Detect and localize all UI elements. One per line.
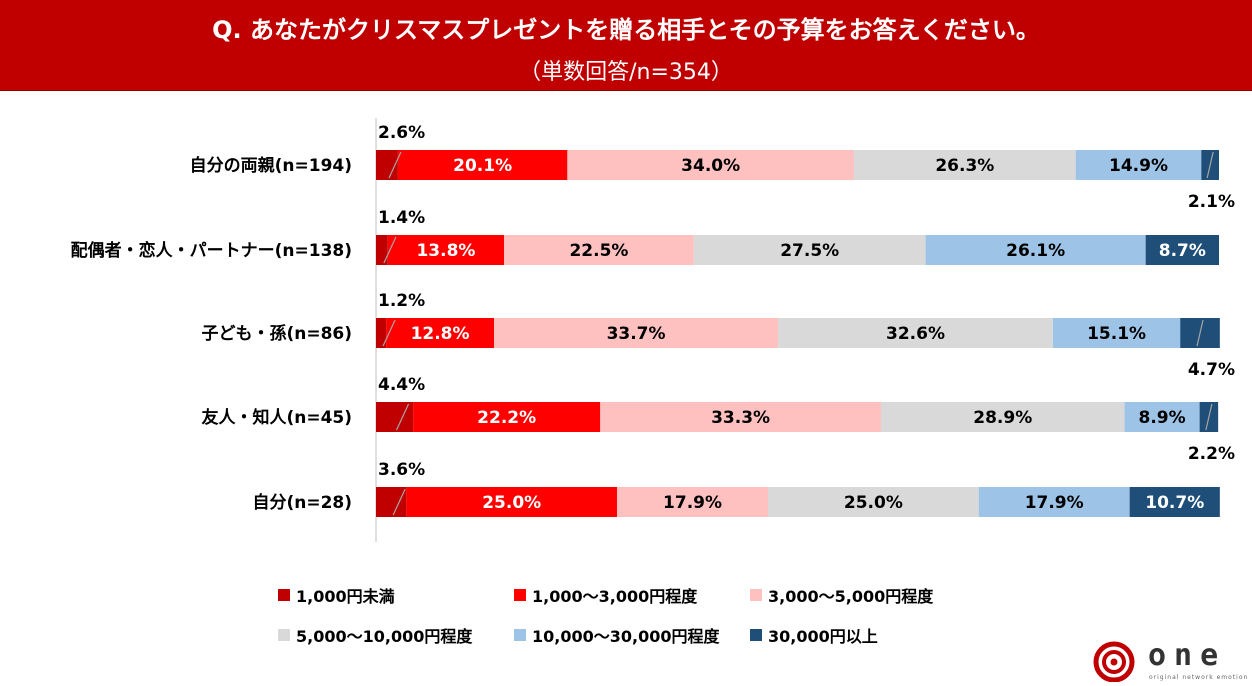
data-label: 17.9% xyxy=(1025,493,1084,513)
leader-line xyxy=(383,236,397,264)
question-subtitle: （単数回答/n=354） xyxy=(519,60,733,85)
data-label: 12.8% xyxy=(411,324,470,344)
legend-item: 30,000円以上 xyxy=(750,623,878,647)
data-label: 34.0% xyxy=(681,156,740,176)
legend-label: 1,000～3,000円程度 xyxy=(532,587,698,606)
bar-segment xyxy=(1129,487,1220,517)
legend-swatch xyxy=(750,589,762,601)
bar-segment xyxy=(567,150,854,180)
data-label: 25.0% xyxy=(844,493,903,513)
legend-label: 5,000～10,000円程度 xyxy=(296,627,473,646)
data-label: 3.6% xyxy=(378,460,425,480)
legend-label: 10,000～30,000円程度 xyxy=(532,627,720,646)
data-label: 14.9% xyxy=(1109,156,1168,176)
bar-segment xyxy=(376,487,407,517)
header-banner: Q. あなたがクリスマスプレゼントを贈る相手とその予算をお答えください。 （単数… xyxy=(0,0,1252,91)
bar-segment xyxy=(693,235,926,265)
bar-segment xyxy=(406,487,618,517)
data-label: 10.7% xyxy=(1145,493,1204,513)
bar-segment xyxy=(504,235,694,265)
category-label: 自分(n=28) xyxy=(252,492,352,513)
bar-segment xyxy=(386,318,495,348)
legend-label: 1,000円未満 xyxy=(296,587,395,606)
category-label: 子ども・孫(n=86) xyxy=(201,323,352,344)
data-label: 2.2% xyxy=(1188,444,1235,464)
category-label: 友人・知人(n=45) xyxy=(201,407,352,428)
bar-segment xyxy=(600,402,881,432)
category-label: 配偶者・恋人・パートナー(n=138) xyxy=(71,240,352,261)
leader-line xyxy=(392,488,406,516)
data-label: 32.6% xyxy=(886,324,945,344)
data-label: 22.5% xyxy=(569,241,628,261)
brand-name: one xyxy=(1148,638,1227,673)
data-label: 28.9% xyxy=(973,408,1032,428)
legend-swatch xyxy=(514,589,526,601)
question-title: Q. あなたがクリスマスプレゼントを贈る相手とその予算をお答えください。 xyxy=(212,16,1040,44)
data-label: 33.3% xyxy=(711,408,770,428)
data-label: 4.7% xyxy=(1188,360,1235,380)
legend-item: 10,000～30,000円程度 xyxy=(514,623,720,647)
data-label: 25.0% xyxy=(482,493,541,513)
brand-tagline: original network emotion xyxy=(1149,674,1249,681)
data-label: 13.8% xyxy=(416,241,475,261)
bar-segment xyxy=(413,402,601,432)
bar-segment xyxy=(617,487,768,517)
legend-item: 1,000～3,000円程度 xyxy=(514,583,697,607)
bar-segment xyxy=(778,318,1053,348)
data-label: 22.2% xyxy=(477,408,536,428)
bar-segment xyxy=(978,487,1130,517)
data-label: 20.1% xyxy=(453,156,512,176)
legend-swatch xyxy=(278,629,290,641)
data-label: 8.9% xyxy=(1139,408,1186,428)
data-label: 4.4% xyxy=(378,375,425,395)
stacked-bar-chart: 自分の両親(n=194) 2.6% 20.1% 34.0% 26.3% 14.9% 2.1%… xyxy=(71,118,1235,542)
legend-item: 3,000～5,000円程度 xyxy=(750,583,933,607)
bar-segment xyxy=(1052,318,1181,348)
bar-segment xyxy=(880,402,1125,432)
bar-segment xyxy=(397,150,568,180)
bar-segment xyxy=(376,150,398,180)
legend-item: 5,000～10,000円程度 xyxy=(278,623,472,647)
leader-line xyxy=(1196,319,1204,347)
legend-item: 1,000円未満 xyxy=(278,583,395,607)
data-label: 1.2% xyxy=(378,291,425,311)
data-label: 2.1% xyxy=(1188,192,1235,212)
brand-logo: one original network emotion xyxy=(1092,638,1247,683)
brand-mark-icon xyxy=(1093,641,1135,683)
data-label: 26.1% xyxy=(1006,241,1065,261)
data-label: 17.9% xyxy=(663,493,722,513)
bar-segment xyxy=(1145,235,1219,265)
data-label: 2.6% xyxy=(378,123,425,143)
legend-label: 3,000～5,000円程度 xyxy=(768,587,934,606)
data-label: 1.4% xyxy=(378,208,425,228)
bar-segment xyxy=(853,150,1076,180)
data-label: 8.7% xyxy=(1159,241,1206,261)
bar-segment xyxy=(925,235,1146,265)
legend-label: 30,000円以上 xyxy=(768,627,878,646)
data-label: 15.1% xyxy=(1087,324,1146,344)
bar-segment xyxy=(1124,402,1200,432)
data-label: 27.5% xyxy=(780,241,839,261)
leader-line xyxy=(1205,403,1213,431)
data-label: 26.3% xyxy=(935,156,994,176)
bar-segment xyxy=(376,318,387,348)
legend-swatch xyxy=(750,629,762,641)
data-label: 33.7% xyxy=(607,324,666,344)
bar-segment xyxy=(494,318,779,348)
bar-segment xyxy=(376,235,388,265)
legend-swatch xyxy=(278,589,290,601)
bar-segment xyxy=(767,487,979,517)
bar-segment xyxy=(1075,150,1202,180)
category-label: 自分の両親(n=194) xyxy=(190,155,352,176)
bar-segment xyxy=(387,235,505,265)
leader-line xyxy=(388,151,402,179)
leader-line xyxy=(382,319,396,347)
legend-swatch xyxy=(514,629,526,641)
leader-line xyxy=(1206,151,1214,179)
leader-line xyxy=(396,403,410,431)
